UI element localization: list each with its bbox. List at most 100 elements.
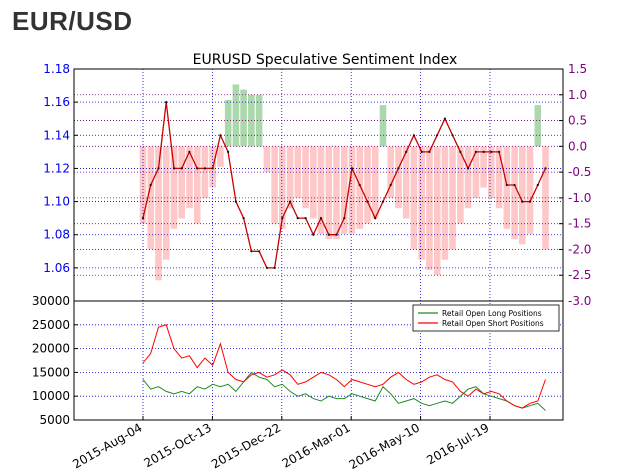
- ssi-bar: [286, 146, 294, 209]
- price-point: [505, 183, 508, 187]
- ssi-bar: [162, 146, 170, 260]
- ssi-bar: [333, 146, 340, 240]
- ssi-bar: [395, 146, 402, 209]
- x-axis-tick-label: 2015-Dec-22: [209, 420, 283, 471]
- right-axis-tick-label: -1.5: [568, 217, 591, 231]
- price-point: [242, 217, 245, 220]
- ssi-bar: [302, 146, 309, 209]
- price-point: [412, 134, 415, 137]
- short-positions-line: [142, 324, 546, 409]
- ssi-bar: [294, 146, 302, 198]
- panel-frame: [73, 300, 564, 421]
- price-point: [227, 150, 230, 153]
- price-point: [265, 266, 268, 269]
- price-point: [165, 101, 168, 104]
- price-point: [358, 183, 361, 187]
- price-point: [273, 266, 276, 269]
- sentiment-panel: 1.18 1.16 1.14 1.12 1.10 1.08 1.06 1.5 1.0 0.5 0.0…: [43, 62, 591, 420]
- price-point: [405, 150, 408, 153]
- ssi-bar: [426, 146, 433, 270]
- price-point: [374, 217, 377, 220]
- right-axis-tick-label: 0.0: [568, 139, 587, 153]
- price-point: [188, 150, 191, 153]
- ssi-bar: [224, 99, 232, 147]
- ssi-bar: [464, 146, 472, 209]
- ssi-bar: [441, 146, 449, 260]
- page-title: EUR/USD: [12, 6, 133, 36]
- ssi-bar: [279, 146, 286, 229]
- x-axis-tick-label: 2016-May-10: [347, 420, 422, 472]
- ssi-bar: [263, 146, 271, 173]
- x-axis-tick-label: 2016-Jul-19: [424, 420, 491, 467]
- price-point: [521, 200, 524, 203]
- bottom-axis-tick-label: 15000: [32, 365, 70, 379]
- long-positions-line: [142, 371, 546, 411]
- price-point: [482, 150, 485, 153]
- price-point: [281, 217, 284, 220]
- positions-panel: 30000 25000 20000 15000 10000 5000 Retail Open…: [32, 294, 564, 427]
- legend-label: Retail Open Short Positions: [442, 319, 544, 328]
- price-point: [443, 117, 446, 120]
- price-point: [219, 134, 222, 137]
- ssi-bar: [139, 146, 147, 224]
- left-axis-tick-label: 1.14: [43, 128, 70, 142]
- ssi-bar: [317, 146, 325, 234]
- ssi-bar: [379, 105, 387, 147]
- price-point: [366, 200, 369, 203]
- ssi-bar: [433, 146, 441, 276]
- price-point: [327, 233, 330, 236]
- ssi-bar: [356, 146, 364, 229]
- price-point: [474, 150, 477, 153]
- left-axis-tick-label: 1.08: [43, 228, 70, 242]
- left-axis-tick-label: 1.12: [43, 161, 70, 175]
- price-point: [157, 167, 160, 170]
- price-point: [196, 167, 199, 170]
- ssi-bar: [348, 146, 356, 234]
- left-axis-tick-label: 1.18: [43, 62, 70, 76]
- price-point: [343, 217, 346, 220]
- price-point: [141, 217, 145, 220]
- price-point: [428, 150, 431, 153]
- right-axis-tick-label: -0.5: [568, 165, 591, 179]
- ssi-bar: [457, 146, 464, 224]
- price-point: [180, 167, 183, 170]
- ssi-bar: [371, 146, 379, 219]
- right-axis-tick-label: 0.5: [568, 114, 587, 128]
- right-axis-tick-label: -3.0: [568, 294, 591, 308]
- ssi-bar: [511, 146, 518, 240]
- right-axis-tick-label: -1.0: [568, 191, 591, 205]
- bottom-axis-tick-label: 30000: [32, 294, 70, 308]
- price-point: [544, 167, 547, 170]
- ssi-bar: [526, 146, 534, 234]
- price-point: [258, 250, 261, 253]
- price-point: [536, 183, 539, 187]
- price-point: [250, 250, 253, 253]
- ssi-bar: [418, 146, 425, 260]
- left-axis-tick-label: 1.16: [43, 95, 70, 109]
- price-point: [381, 200, 385, 203]
- ssi-bar: [503, 146, 511, 229]
- ssi-bar: [271, 146, 278, 224]
- bottom-axis-tick-label: 20000: [32, 342, 70, 356]
- price-point: [296, 217, 299, 220]
- ssi-bar: [201, 146, 209, 198]
- ssi-bar: [472, 146, 480, 198]
- ssi-bar: [387, 146, 394, 198]
- right-axis-tick-label: 1.0: [568, 88, 587, 102]
- price-point: [289, 200, 292, 203]
- price-point: [528, 200, 532, 203]
- price-point: [397, 167, 400, 170]
- ssi-bar: [193, 146, 201, 224]
- price-point: [467, 167, 470, 170]
- price-point: [498, 150, 501, 153]
- bottom-axis-tick-label: 5000: [39, 413, 70, 427]
- legend-label: Retail Open Long Positions: [442, 309, 542, 318]
- left-axis-tick-label: 1.10: [43, 195, 70, 209]
- ssi-bar: [240, 89, 247, 147]
- ssi-bar: [147, 146, 155, 250]
- legend-box: [412, 304, 560, 332]
- price-point: [203, 167, 206, 170]
- right-axis-tick-label: 1.5: [568, 62, 587, 76]
- chart-title: EURUSD Speculative Sentiment Index: [193, 52, 458, 68]
